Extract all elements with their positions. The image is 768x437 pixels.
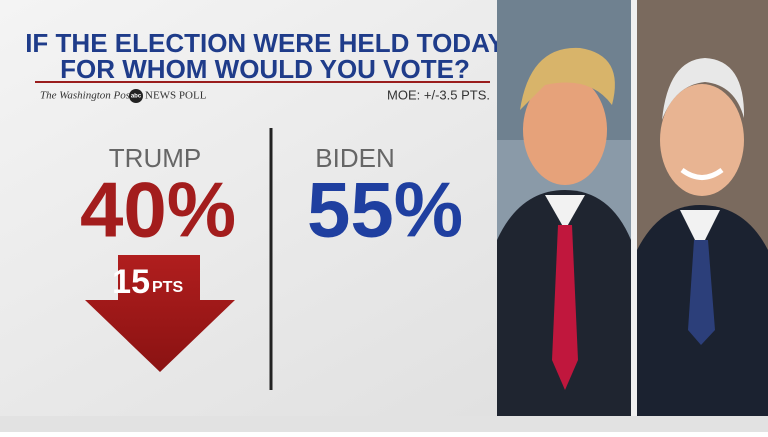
candidate-name: BIDEN xyxy=(315,143,394,173)
title-line: IF THE ELECTION WERE HELD TODAY xyxy=(25,28,505,58)
photo-gap xyxy=(631,0,637,416)
candidate-percent: 40% xyxy=(80,166,236,254)
network-logo: abc xyxy=(131,94,142,100)
deficit-unit: PTS xyxy=(152,279,183,296)
poll-name: NEWS POLL xyxy=(145,90,207,102)
title-line: FOR WHOM WOULD YOU VOTE? xyxy=(60,54,470,84)
abc-badge xyxy=(129,89,143,103)
candidate-percent: 55% xyxy=(307,166,463,254)
trump-photo xyxy=(497,0,631,416)
candidate-name: TRUMP xyxy=(109,143,201,173)
deficit-value: 15 xyxy=(112,263,150,301)
newspaper-logo: The Washington Post xyxy=(40,90,134,102)
bottom-strip xyxy=(0,416,768,432)
moe: MOE: +/-3.5 PTS. xyxy=(387,87,490,102)
down-arrow xyxy=(85,255,235,372)
biden-photo xyxy=(637,0,768,416)
